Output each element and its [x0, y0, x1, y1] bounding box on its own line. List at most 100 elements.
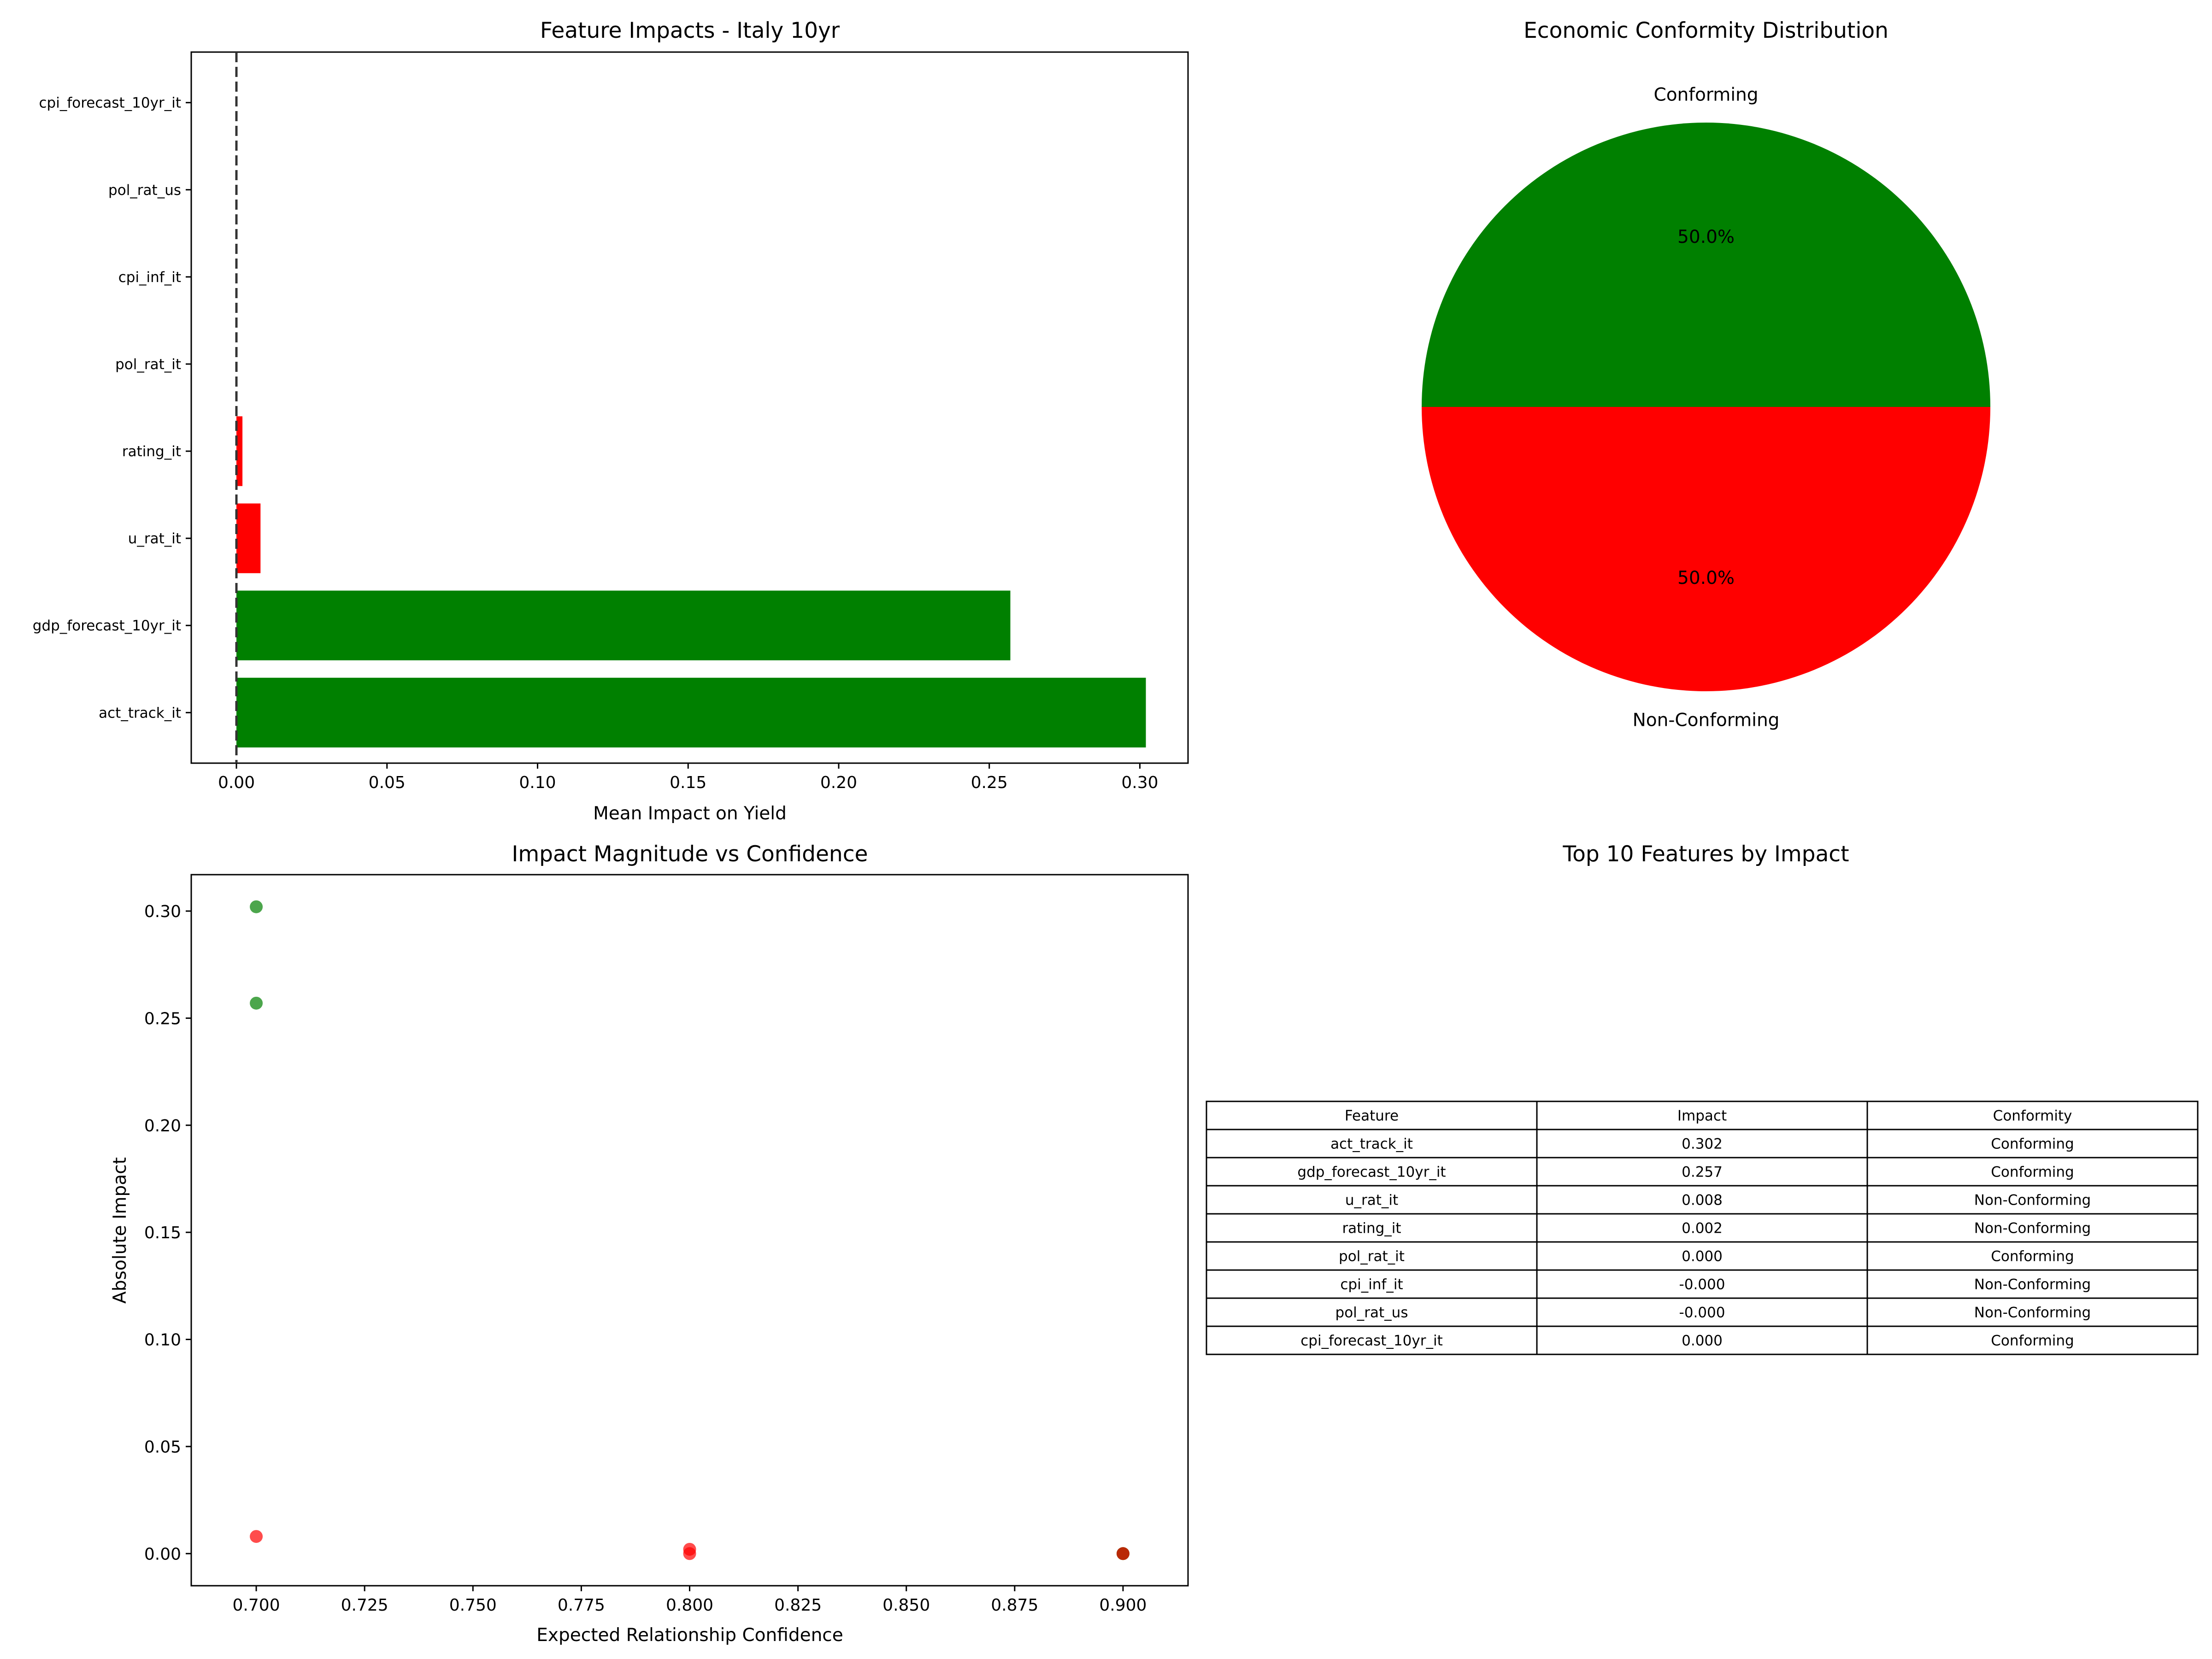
table-header-cell [1206, 1100, 1538, 1130]
table-cell-text: 0.302 [1682, 1136, 1723, 1153]
table-cell [1866, 1269, 2199, 1299]
scatter-y-tick-label: 0.15 [144, 1224, 181, 1242]
bar-x-tick-label: 0.05 [369, 773, 406, 792]
scatter-point [250, 1530, 263, 1543]
bar-x-axis-label: Mean Impact on Yield [593, 803, 787, 824]
table-cell [1206, 1129, 1538, 1159]
bar-chart-title: Feature Impacts - Italy 10yr [540, 18, 840, 43]
table-cell-text: Conforming [1991, 1248, 2074, 1265]
pie-pct-label: 50.0% [1677, 568, 1735, 588]
scatter-y-tick-label: 0.30 [144, 902, 181, 921]
bar-y-tick-label: pol_rat_us [108, 182, 181, 199]
scatter-point [250, 996, 263, 1010]
bar-y-tick-label: cpi_inf_it [118, 269, 181, 286]
table-header-cell [1536, 1100, 1868, 1130]
table-cell-text: -0.000 [1679, 1305, 1725, 1321]
bar-y-tick-label: rating_it [122, 443, 181, 460]
table-cell [1206, 1269, 1538, 1299]
table-cell [1206, 1185, 1538, 1215]
table-header-text: Feature [1345, 1108, 1399, 1124]
bar-y-tick-label: gdp_forecast_10yr_it [33, 618, 181, 634]
table-cell-text: Non-Conforming [1974, 1305, 2091, 1321]
table-cell-text: Non-Conforming [1974, 1192, 2091, 1209]
bar-x-tick-label: 0.25 [971, 773, 1008, 792]
scatter-x-tick-label: 0.875 [991, 1596, 1038, 1615]
scatter-x-tick-label: 0.775 [558, 1596, 605, 1615]
scatter-x-tick-label: 0.700 [233, 1596, 280, 1615]
pie-label: Conforming [1653, 84, 1758, 105]
table-cell-text: 0.257 [1682, 1164, 1723, 1181]
table-cell-text: -0.000 [1679, 1277, 1725, 1293]
bar-plot-frame [190, 51, 1189, 764]
table-panel: Top 10 Features by Impact Feature Impact C… [1206, 841, 2199, 1355]
scatter-y-tick-label: 0.20 [144, 1117, 181, 1135]
pie-chart-title: Economic Conformity Distribution [1524, 18, 1888, 43]
scatter-x-tick-label: 0.750 [449, 1596, 497, 1615]
pie-slice-conforming [1422, 123, 1990, 407]
table-cell [1866, 1213, 2199, 1243]
table-cell-text: gdp_forecast_10yr_it [1297, 1164, 1446, 1181]
table-header-cell [1866, 1100, 2199, 1130]
scatter-x-tick-label: 0.825 [774, 1596, 822, 1615]
bar-chart-panel: Feature Impacts - Italy 10yr act_track_i… [33, 18, 1189, 824]
scatter-point [683, 1547, 696, 1560]
bar-x-tick-label: 0.30 [1121, 773, 1158, 792]
scatter-x-tick-label: 0.850 [882, 1596, 930, 1615]
table-cell [1536, 1129, 1868, 1159]
pie-chart-panel: Economic Conformity Distribution Conform… [1422, 18, 1990, 731]
scatter-point [1116, 1547, 1130, 1560]
table-cell [1866, 1241, 2199, 1271]
table-cell-text: cpi_inf_it [1340, 1277, 1403, 1293]
table-cell-text: u_rat_it [1345, 1192, 1398, 1209]
bar-u_rat_it [236, 503, 261, 573]
bar-x-tick-label: 0.00 [218, 773, 255, 792]
table-cell [1866, 1129, 2199, 1159]
pie-slice-non-conforming [1422, 407, 1990, 691]
table-cell [1536, 1241, 1868, 1271]
bar-y-tick-label: cpi_forecast_10yr_it [39, 95, 181, 112]
table-cell [1866, 1325, 2199, 1355]
bar-gdp_forecast_10yr_it [236, 590, 1011, 660]
scatter-chart-title: Impact Magnitude vs Confidence [512, 841, 868, 867]
bar-x-tick-label: 0.15 [670, 773, 706, 792]
bar-x-tick-label: 0.10 [519, 773, 556, 792]
table-cell-text: pol_rat_us [1335, 1305, 1408, 1321]
table-cell-text: 0.002 [1682, 1220, 1723, 1237]
table-cell [1536, 1325, 1868, 1355]
scatter-x-axis-label: Expected Relationship Confidence [536, 1625, 843, 1646]
table-cell-text: 0.008 [1682, 1192, 1723, 1209]
scatter-point [250, 900, 263, 913]
scatter-x-tick-label: 0.800 [666, 1596, 713, 1615]
scatter-x-tick-label: 0.725 [341, 1596, 388, 1615]
table-cell [1536, 1269, 1868, 1299]
table-cell [1866, 1157, 2199, 1187]
table-cell-text: 0.000 [1682, 1333, 1723, 1349]
table-cell [1206, 1325, 1538, 1355]
table-cell-text: Non-Conforming [1974, 1277, 2091, 1293]
scatter-chart-panel: Impact Magnitude vs Confidence 0.700 0.72… [110, 841, 1189, 1646]
table-cell-text: Conforming [1991, 1164, 2074, 1181]
bar-y-tick-label: u_rat_it [128, 530, 181, 547]
scatter-x-tick-label: 0.900 [1099, 1596, 1147, 1615]
table-cell-text: Conforming [1991, 1136, 2074, 1153]
table-cell-text: Conforming [1991, 1333, 2074, 1349]
table-header-text: Conformity [1993, 1108, 2072, 1124]
pie-pct-label: 50.0% [1677, 227, 1735, 247]
table-cell-text: rating_it [1342, 1220, 1401, 1237]
bar-y-tick-label: act_track_it [99, 705, 181, 721]
bar-rating_it [236, 416, 243, 486]
table-cell [1536, 1297, 1868, 1327]
table-cell-text: 0.000 [1682, 1248, 1723, 1265]
table-cell [1866, 1297, 2199, 1327]
table-cell-text: Non-Conforming [1974, 1220, 2091, 1237]
pie-label: Non-Conforming [1633, 710, 1780, 731]
table-header-text: Impact [1677, 1108, 1727, 1124]
scatter-y-tick-label: 0.05 [144, 1438, 181, 1457]
scatter-plot-frame [190, 874, 1189, 1587]
scatter-y-tick-label: 0.10 [144, 1331, 181, 1350]
bar-act_track_it [236, 677, 1146, 747]
bar-y-tick-label: pol_rat_it [115, 356, 181, 373]
bar-x-tick-label: 0.20 [820, 773, 857, 792]
scatter-y-tick-label: 0.25 [144, 1009, 181, 1028]
